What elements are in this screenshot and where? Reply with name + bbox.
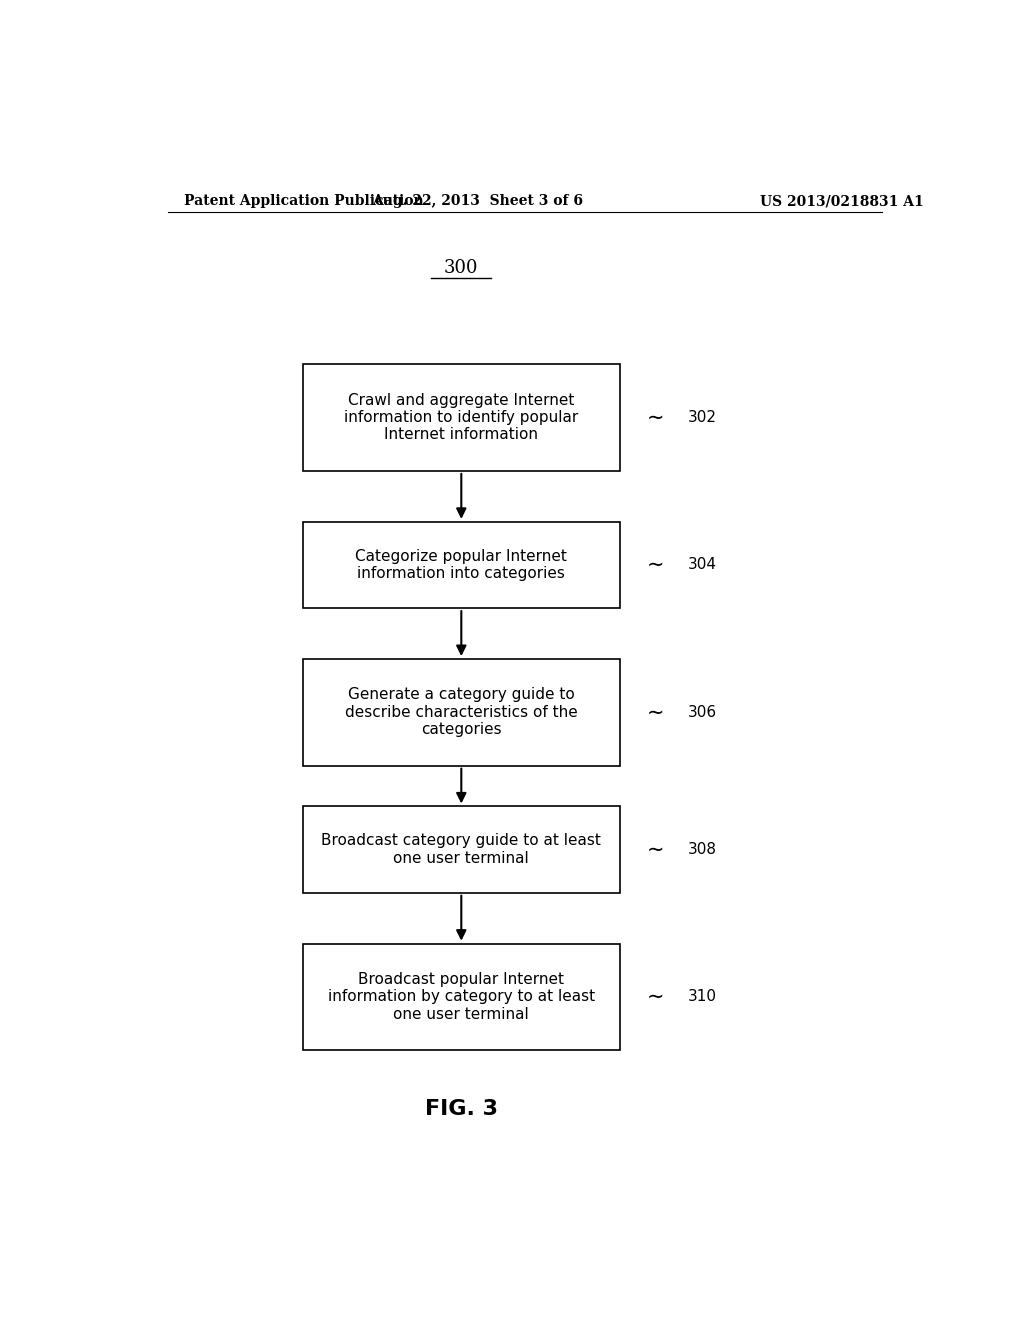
Text: FIG. 3: FIG. 3 (425, 1098, 498, 1119)
Bar (303, 521, 621, 609)
Text: Crawl and aggregate Internet
information to identify popular
Internet informatio: Crawl and aggregate Internet information… (344, 392, 579, 442)
Text: 310: 310 (687, 990, 717, 1005)
Text: 308: 308 (687, 842, 717, 857)
Text: Patent Application Publication: Patent Application Publication (183, 194, 423, 209)
Text: 300: 300 (444, 259, 478, 277)
Bar (303, 659, 621, 766)
Text: 306: 306 (687, 705, 717, 719)
Text: Categorize popular Internet
information into categories: Categorize popular Internet information … (355, 549, 567, 581)
Text: Generate a category guide to
describe characteristics of the
categories: Generate a category guide to describe ch… (345, 688, 578, 738)
Text: Aug. 22, 2013  Sheet 3 of 6: Aug. 22, 2013 Sheet 3 of 6 (372, 194, 583, 209)
Text: ∼: ∼ (647, 840, 665, 859)
Bar (303, 807, 621, 892)
Bar (303, 944, 621, 1051)
Text: ∼: ∼ (647, 554, 665, 576)
Text: US 2013/0218831 A1: US 2013/0218831 A1 (761, 194, 924, 209)
Text: 302: 302 (687, 411, 717, 425)
Text: ∼: ∼ (647, 702, 665, 722)
Text: Broadcast category guide to at least
one user terminal: Broadcast category guide to at least one… (322, 833, 601, 866)
Text: ∼: ∼ (647, 987, 665, 1007)
Text: ∼: ∼ (647, 408, 665, 428)
Bar (303, 364, 621, 471)
Text: 304: 304 (687, 557, 717, 573)
Text: Broadcast popular Internet
information by category to at least
one user terminal: Broadcast popular Internet information b… (328, 972, 595, 1022)
